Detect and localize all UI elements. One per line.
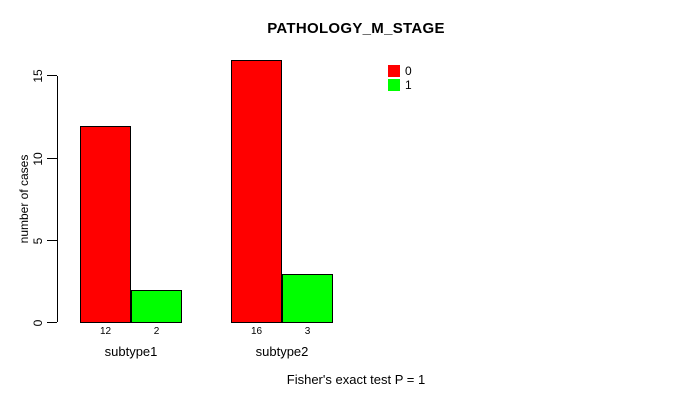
y-axis-tick: [47, 239, 57, 241]
legend: 0 1: [388, 64, 412, 92]
legend-item-0: 0: [388, 64, 412, 78]
y-tick-label: 5: [31, 237, 45, 245]
legend-label-0: 0: [405, 64, 412, 78]
legend-label-1: 1: [405, 78, 412, 92]
y-axis-line: [57, 76, 58, 322]
category-label-subtype1: subtype1: [104, 344, 158, 359]
bar-count-label: 3: [304, 326, 311, 337]
bar-count-label: 16: [250, 326, 263, 337]
y-axis-tick: [47, 157, 57, 159]
bar-subtype2-series-0: [231, 59, 282, 323]
bar-subtype1-series-1: [131, 290, 182, 323]
y-tick-label: 10: [31, 151, 45, 166]
bar-subtype2-series-1: [282, 273, 333, 323]
y-tick-label: 15: [31, 69, 45, 83]
legend-swatch-green: [388, 79, 400, 91]
annotation-text: Fisher's exact test P = 1: [286, 372, 426, 387]
bar-count-label: 12: [99, 326, 112, 337]
y-axis-tick: [47, 75, 57, 77]
chart-title: PATHOLOGY_M_STAGE: [267, 20, 445, 37]
category-label-subtype2: subtype2: [255, 344, 309, 359]
bar-subtype1-series-0: [80, 125, 131, 323]
y-tick-label: 0: [31, 319, 45, 327]
bar-count-label: 2: [153, 326, 160, 337]
y-axis-tick: [47, 322, 57, 323]
legend-swatch-red: [388, 65, 400, 77]
legend-item-1: 1: [388, 78, 412, 92]
